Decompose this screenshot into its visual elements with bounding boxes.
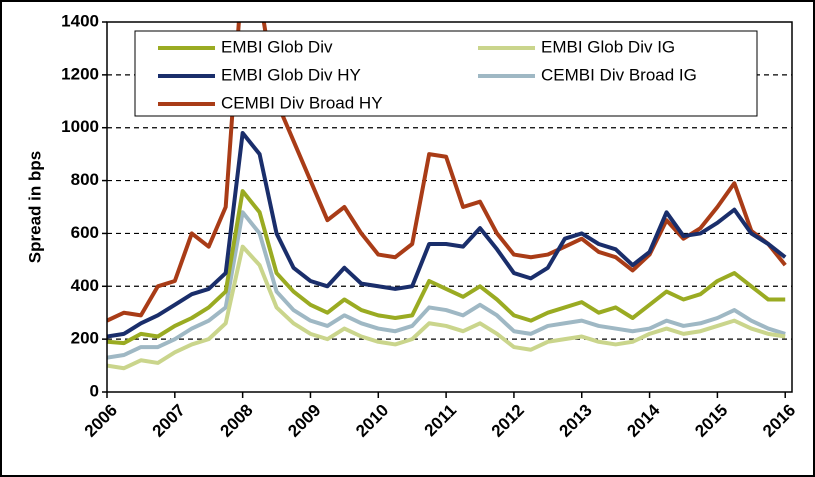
x-tick-label: 2008 [216,401,256,441]
y-tick-label: 400 [71,276,99,295]
legend-label: CEMBI Div Broad IG [541,65,697,84]
x-tick-label: 2014 [623,400,664,441]
x-tick-label: 2006 [81,401,121,441]
series-line [107,131,787,339]
series-line [107,22,787,323]
x-tick-label: 2010 [352,401,392,441]
legend-box [134,30,758,117]
legend-label: EMBI Glob Div HY [221,65,361,84]
x-tick-label: 2011 [421,401,461,441]
y-tick-label: 0 [90,381,99,400]
series-line [107,244,786,371]
x-tick-label: 2015 [691,401,731,441]
y-tick-label: 1200 [61,64,99,83]
y-tick-label: 800 [71,170,99,189]
legend-label: CEMBI Div Broad HY [221,93,383,112]
y-tick-label: 1400 [61,11,99,30]
x-tick-label: 2007 [149,401,189,441]
plot-frame [106,21,793,393]
series-line [107,189,786,346]
x-tick-label: 2016 [759,401,799,441]
legend: EMBI Glob Div EMBI Glob Div IG EMBI Glob D… [134,30,758,117]
plot-lines [107,22,787,371]
y-tick-label: 600 [71,223,99,242]
y-tick-label: 200 [71,329,99,348]
x-tick-label: 2012 [488,401,528,441]
x-tick-label: 2013 [556,401,596,441]
x-tick-label: 2009 [284,401,324,441]
y-axis-label: Spread in bps [25,151,44,263]
series-line [107,210,786,360]
legend-label: EMBI Glob Div [221,37,333,56]
legend-label: EMBI Glob Div IG [541,37,675,56]
y-tick-label: 1000 [61,117,99,136]
